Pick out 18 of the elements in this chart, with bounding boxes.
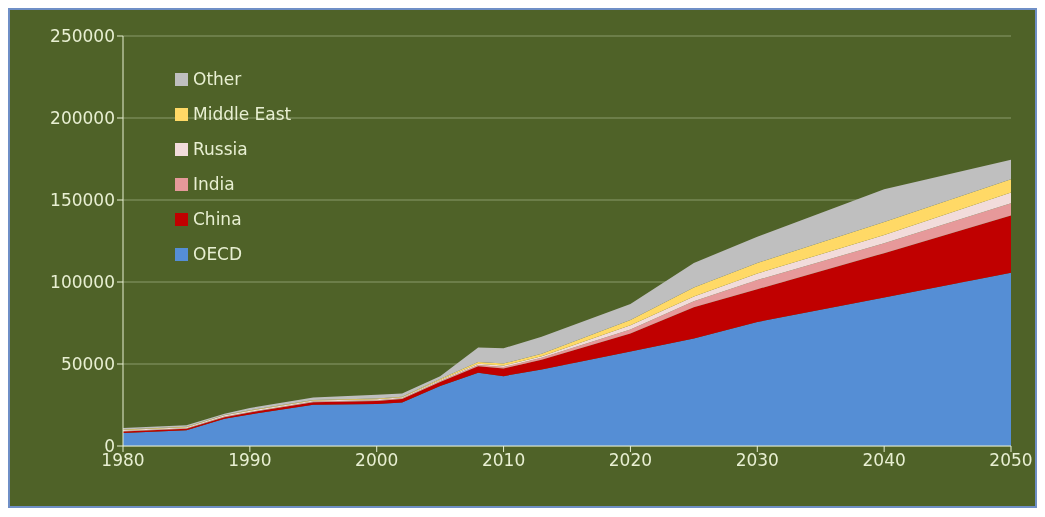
x-tick-label: 2030 — [735, 450, 779, 471]
y-tick-label: 50000 — [60, 354, 115, 375]
x-tick-label: 2010 — [481, 450, 526, 471]
y-tick-label: 100000 — [50, 272, 115, 293]
legend-label: India — [193, 173, 235, 195]
legend-label: China — [193, 208, 242, 230]
y-tick-label: 250000 — [50, 26, 115, 47]
legend-label: Other — [193, 68, 242, 90]
legend-label: OECD — [193, 243, 243, 265]
legend-label: Middle East — [193, 103, 292, 125]
y-tick-label: 200000 — [50, 108, 115, 129]
x-tick-label: 2050 — [989, 450, 1033, 471]
x-tick-label: 1990 — [228, 450, 272, 471]
x-tick-label: 2040 — [862, 450, 906, 471]
y-tick-label: 150000 — [50, 190, 115, 211]
legend-label: Russia — [193, 138, 248, 160]
x-tick-label: 2000 — [355, 450, 399, 471]
x-tick-label: 2020 — [608, 450, 653, 471]
